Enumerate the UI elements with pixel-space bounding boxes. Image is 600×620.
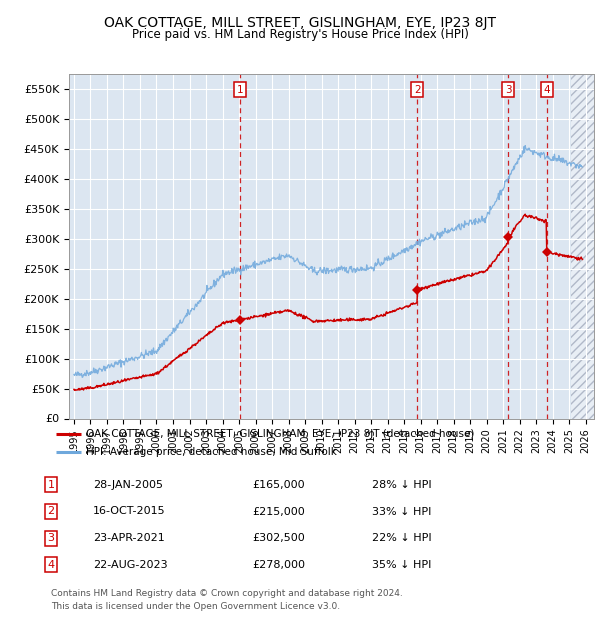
Text: 4: 4: [544, 85, 550, 95]
Text: 28-JAN-2005: 28-JAN-2005: [93, 480, 163, 490]
Text: 22-AUG-2023: 22-AUG-2023: [93, 560, 167, 570]
Text: Contains HM Land Registry data © Crown copyright and database right 2024.: Contains HM Land Registry data © Crown c…: [51, 589, 403, 598]
Bar: [571, 74, 594, 418]
Text: This data is licensed under the Open Government Licence v3.0.: This data is licensed under the Open Gov…: [51, 602, 340, 611]
Text: 2: 2: [414, 85, 421, 95]
Text: Price paid vs. HM Land Registry's House Price Index (HPI): Price paid vs. HM Land Registry's House …: [131, 28, 469, 41]
Text: OAK COTTAGE, MILL STREET, GISLINGHAM, EYE, IP23 8JT (detached house): OAK COTTAGE, MILL STREET, GISLINGHAM, EY…: [86, 429, 474, 439]
Text: 1: 1: [47, 480, 55, 490]
Text: 4: 4: [47, 560, 55, 570]
Text: 3: 3: [47, 533, 55, 543]
Text: £302,500: £302,500: [252, 533, 305, 543]
Text: £165,000: £165,000: [252, 480, 305, 490]
Text: 2: 2: [47, 507, 55, 516]
Text: 16-OCT-2015: 16-OCT-2015: [93, 507, 166, 516]
Text: 23-APR-2021: 23-APR-2021: [93, 533, 165, 543]
Text: £215,000: £215,000: [252, 507, 305, 516]
Text: HPI: Average price, detached house, Mid Suffolk: HPI: Average price, detached house, Mid …: [86, 447, 337, 458]
Text: 1: 1: [237, 85, 244, 95]
Text: OAK COTTAGE, MILL STREET, GISLINGHAM, EYE, IP23 8JT: OAK COTTAGE, MILL STREET, GISLINGHAM, EY…: [104, 16, 496, 30]
Text: 3: 3: [505, 85, 512, 95]
Text: 35% ↓ HPI: 35% ↓ HPI: [372, 560, 431, 570]
Text: 33% ↓ HPI: 33% ↓ HPI: [372, 507, 431, 516]
Text: 28% ↓ HPI: 28% ↓ HPI: [372, 480, 431, 490]
Bar: [571, 74, 594, 418]
Text: 22% ↓ HPI: 22% ↓ HPI: [372, 533, 431, 543]
Text: £278,000: £278,000: [252, 560, 305, 570]
